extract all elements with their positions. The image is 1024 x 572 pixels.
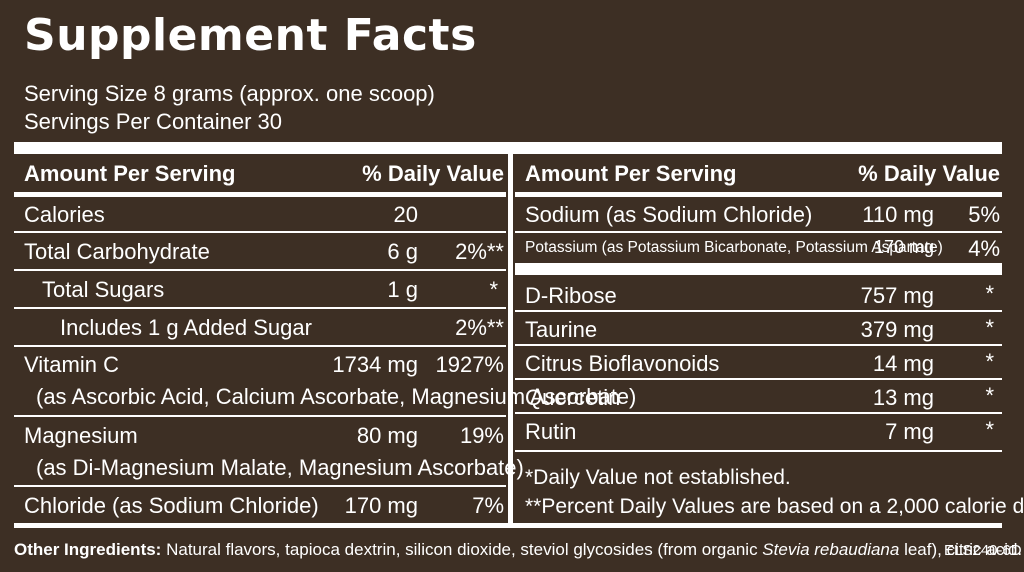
- nutrient-dv: *: [985, 417, 994, 442]
- nutrient-dv: 19%: [459, 423, 504, 448]
- amount-per-serving-heading: Amount Per Serving: [24, 161, 236, 186]
- nutrient-amount: 1 g: [387, 277, 418, 302]
- table-row: D-Ribose 757 mg *: [515, 278, 1002, 312]
- bottom-divider-bar: [14, 523, 1002, 528]
- nutrient-dv: 1927%: [435, 352, 504, 377]
- nutrient-name: Rutin: [525, 419, 577, 444]
- table-row: Rutin 7 mg *: [515, 414, 1002, 452]
- nutrient-amount: 170 mg: [344, 493, 418, 518]
- table-row: Citrus Bioflavonoids 14 mg *: [515, 346, 1002, 380]
- nutrient-dv: 2%**: [455, 315, 504, 340]
- table-row: Taurine 379 mg *: [515, 312, 1002, 346]
- product-code: ELS240-6D: [944, 542, 1022, 559]
- nutrient-name: Includes 1 g Added Sugar: [60, 315, 312, 340]
- nutrient-amount: 110 mg: [862, 202, 934, 227]
- nutrient-name: Vitamin C: [24, 352, 119, 377]
- nutrient-source: (as Ascorbic Acid, Calcium Ascorbate, Ma…: [36, 384, 637, 409]
- nutrient-dv: 7%: [472, 493, 504, 518]
- nutrient-dv: *: [985, 315, 994, 340]
- daily-value-heading: % Daily Value: [362, 161, 504, 186]
- nutrient-name: Potassium (as Potassium Bicarbonate, Pot…: [525, 239, 943, 256]
- table-row: Total Carbohydrate 6 g 2%**: [14, 233, 506, 271]
- nutrient-dv: *: [489, 277, 498, 302]
- table-row: Total Sugars 1 g *: [14, 271, 506, 309]
- right-facts-table: Amount Per Serving % Daily Value Sodium …: [515, 154, 1024, 524]
- nutrient-dv: 2%**: [455, 239, 504, 264]
- top-divider-bar: [14, 142, 1002, 154]
- other-ingredients-text: Natural flavors, tapioca dextrin, silico…: [161, 540, 763, 559]
- nutrient-name: Magnesium: [24, 423, 138, 448]
- nutrient-amount: 7 mg: [885, 419, 934, 444]
- nutrient-dv: 5%: [968, 202, 1000, 227]
- nutrient-amount: 20: [393, 202, 418, 227]
- nutrient-dv: 4%: [968, 236, 1000, 261]
- footnote-not-established: *Daily Value not established.: [525, 466, 791, 489]
- nutrient-name: Calories: [24, 202, 105, 227]
- nutrient-name: Sodium (as Sodium Chloride): [525, 202, 813, 227]
- nutrient-amount: 757 mg: [860, 283, 934, 308]
- nutrient-name: Citrus Bioflavonoids: [525, 351, 720, 376]
- right-table-header: Amount Per Serving % Daily Value: [515, 154, 1002, 197]
- other-ingredients-italic: Stevia rebaudiana: [762, 540, 900, 559]
- footnote-calorie-diet: **Percent Daily Values are based on a 2,…: [525, 495, 1024, 518]
- panel-title: Supplement Facts: [24, 10, 477, 61]
- other-ingredients-text-end: leaf), citric acid.: [899, 540, 1023, 559]
- nutrient-dv: *: [985, 281, 994, 306]
- other-ingredients: Other Ingredients: Natural flavors, tapi…: [14, 540, 1022, 560]
- other-ingredients-label: Other Ingredients:: [14, 540, 162, 559]
- nutrient-amount: 170 mg: [873, 237, 934, 257]
- table-row: Magnesium 80 mg 19% (as Di-Magnesium Mal…: [14, 417, 524, 487]
- daily-value-heading: % Daily Value: [858, 161, 1000, 186]
- amount-per-serving-heading: Amount Per Serving: [525, 161, 737, 186]
- table-row: Vitamin C 1734 mg 1927% (as Ascorbic Aci…: [14, 347, 636, 417]
- nutrient-amount: 1734 mg: [332, 352, 418, 377]
- nutrient-amount: 6 g: [387, 239, 418, 264]
- servings-per-container: Servings Per Container 30: [24, 109, 283, 134]
- nutrient-dv: *: [985, 383, 994, 408]
- nutrient-amount: 14 mg: [872, 351, 934, 376]
- nutrient-dv: *: [985, 349, 994, 374]
- table-row: Quercetin 13 mg *: [515, 380, 1002, 414]
- nutrient-source: (as Di-Magnesium Malate, Magnesium Ascor…: [36, 455, 524, 480]
- table-row: Calories 20: [14, 197, 506, 233]
- column-divider: [508, 154, 513, 524]
- nutrient-amount: 80 mg: [356, 423, 418, 448]
- nutrient-amount: 379 mg: [860, 317, 934, 342]
- left-table-header: Amount Per Serving % Daily Value: [14, 154, 506, 197]
- left-facts-table: Amount Per Serving % Daily Value Calorie…: [14, 154, 636, 524]
- nutrient-name: D-Ribose: [525, 283, 617, 308]
- nutrient-name: Total Sugars: [42, 277, 165, 302]
- nutrient-name: Taurine: [525, 317, 598, 342]
- table-row: Includes 1 g Added Sugar 2%**: [14, 309, 506, 347]
- nutrient-name: Chloride (as Sodium Chloride): [24, 493, 319, 518]
- table-row: Potassium (as Potassium Bicarbonate, Pot…: [515, 233, 1002, 275]
- nutrient-amount: 13 mg: [872, 385, 934, 410]
- table-row: Chloride (as Sodium Chloride) 170 mg 7%: [14, 487, 506, 523]
- nutrient-name: Total Carbohydrate: [24, 239, 210, 264]
- nutrient-name: Quercetin: [525, 385, 621, 410]
- serving-size: Serving Size 8 grams (approx. one scoop): [24, 81, 435, 106]
- table-row: Sodium (as Sodium Chloride) 110 mg 5%: [515, 197, 1002, 233]
